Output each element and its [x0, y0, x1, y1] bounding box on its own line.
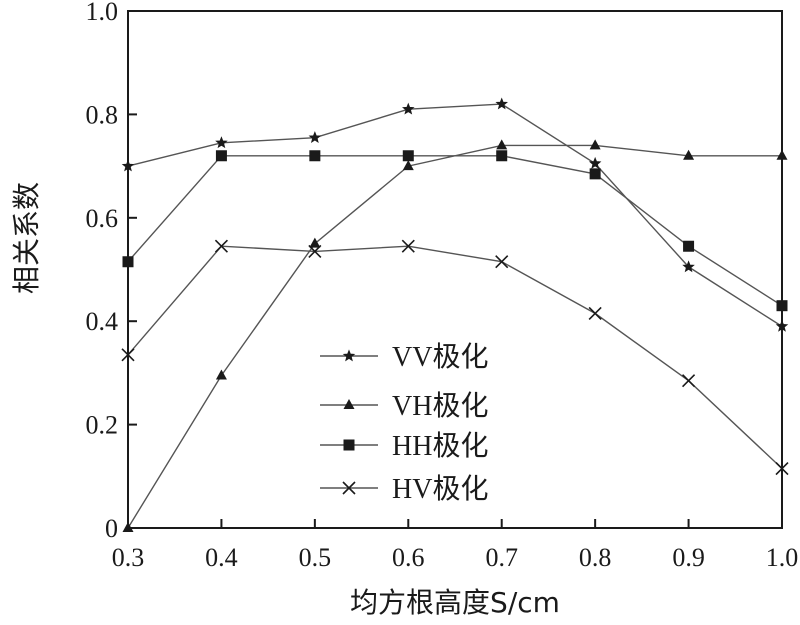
y-tick-label: 1.0	[86, 0, 119, 26]
marker-square	[215, 150, 227, 162]
y-axis-title: 相关系数	[10, 182, 43, 294]
marker-x	[401, 239, 415, 253]
x-tick-label: 0.3	[112, 543, 145, 572]
marker-x	[588, 306, 602, 321]
x-tick-label: 0.5	[299, 543, 332, 572]
marker-triangle	[122, 522, 134, 532]
marker-star	[775, 319, 789, 332]
marker-x	[342, 481, 356, 495]
x-tick-label: 0.4	[205, 543, 238, 572]
marker-x	[682, 374, 696, 388]
legend-label: VV极化	[392, 341, 488, 373]
marker-star	[121, 159, 135, 172]
marker-square	[776, 300, 788, 312]
marker-square	[122, 256, 134, 268]
marker-triangle	[683, 149, 695, 160]
marker-square	[309, 150, 321, 162]
y-tick-label: 0.6	[86, 204, 119, 233]
legend-label: VH极化	[392, 390, 488, 422]
marker-star	[308, 131, 322, 143]
marker-star	[588, 156, 602, 169]
series-line	[127, 103, 783, 327]
marker-x	[308, 244, 322, 258]
legend-label: HV极化	[392, 473, 488, 505]
marker-x	[214, 239, 228, 253]
marker-star	[682, 260, 695, 273]
y-tick-label: 0.8	[86, 100, 119, 129]
x-tick-label: 1.0	[766, 543, 799, 572]
marker-triangle	[589, 139, 601, 150]
marker-triangle	[776, 149, 788, 160]
marker-x	[775, 461, 789, 476]
x-axis-title: 均方根高度S/cm	[350, 586, 560, 619]
marker-star	[342, 349, 356, 362]
marker-square	[402, 150, 414, 162]
marker-triangle	[402, 160, 414, 171]
series-line	[127, 155, 783, 307]
series-star	[121, 97, 789, 332]
marker-triangle	[343, 399, 355, 409]
x-tick-label: 0.7	[485, 543, 518, 572]
marker-square	[496, 150, 508, 162]
marker-triangle	[309, 237, 321, 248]
y-tick-label: 0	[105, 514, 118, 543]
marker-x	[121, 348, 135, 362]
plot-frame	[127, 10, 783, 529]
marker-triangle	[215, 369, 227, 380]
marker-x	[495, 255, 509, 269]
series-square	[122, 150, 788, 312]
marker-triangle	[496, 139, 508, 150]
marker-star	[495, 97, 508, 110]
y-tick-label: 0.4	[86, 307, 119, 336]
series-line	[127, 245, 783, 470]
legend-label: HH极化	[392, 430, 488, 462]
x-tick-label: 0.8	[579, 543, 612, 572]
marker-square	[343, 439, 355, 451]
x-tick-label: 0.6	[392, 543, 425, 572]
marker-star	[402, 102, 415, 115]
marker-square	[683, 240, 695, 252]
x-tick-label: 0.9	[672, 543, 705, 572]
series-line	[127, 144, 782, 529]
marker-star	[215, 136, 228, 149]
marker-square	[589, 168, 601, 180]
legend: VV极化 VH极化 HH极化 HV极化	[320, 341, 488, 505]
series-x	[121, 239, 789, 476]
y-tick-label: 0.2	[86, 411, 119, 440]
